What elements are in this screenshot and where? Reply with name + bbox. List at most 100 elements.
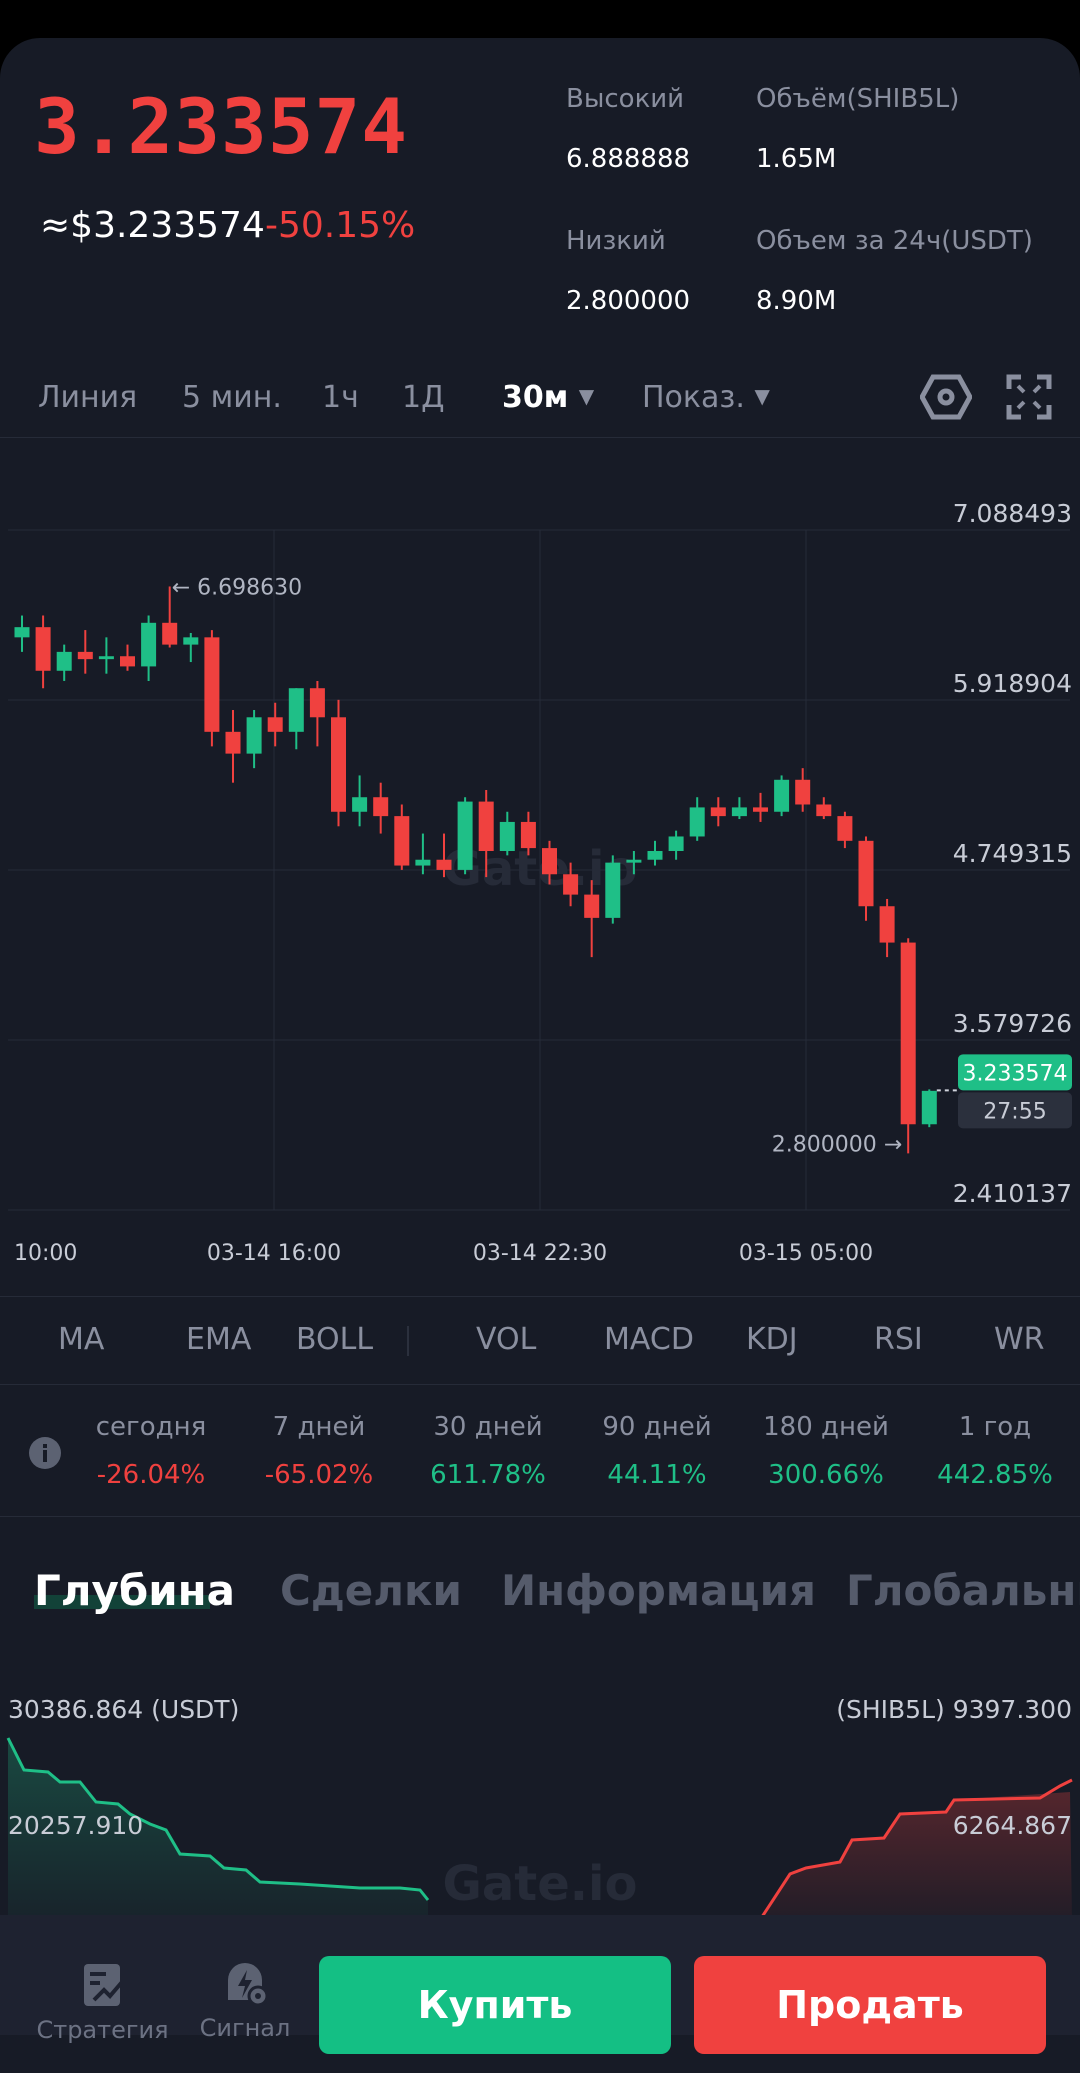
countdown-text: 27:55 [983,1099,1046,1124]
candle-body [478,801,494,852]
candle-body [331,717,346,812]
strategy-nav[interactable]: Стратегия [30,1960,175,2044]
approx-usd-price: ≈$3.233574 [40,205,265,246]
settings-hexagon-icon[interactable] [920,374,972,420]
indicator-boll[interactable]: BOLL [296,1322,374,1357]
signal-icon [228,1963,269,2007]
candle-body [457,801,473,870]
candle-body [563,874,579,895]
indicator-macd[interactable]: MACD [604,1322,694,1357]
x-tick-label: 03-14 22:30 [473,1241,607,1266]
period-1y-label: 1 год [958,1412,1032,1442]
candle-body [352,797,368,812]
y-tick-label: 4.749315 [953,839,1072,868]
candle-body [542,848,557,875]
candle-body [77,651,93,660]
candle-body [626,859,642,863]
ask-depth-line [758,1778,1073,1920]
y-tick-label: 3.579726 [953,1009,1072,1038]
period-180d-label: 180 дней [763,1412,889,1442]
y-axis-labels: 7.088493 5.918904 4.749315 3.579726 2.410137 [953,500,1072,1208]
indicators-dropdown[interactable]: Показ. ▼ [642,380,770,415]
x-tick-label: 10:00 [14,1241,77,1266]
timeframe-1d[interactable]: 1Д [402,380,445,415]
candle-body [288,688,304,732]
candle-body [858,840,874,907]
depth-right-top-label: (SHIB5L) 9397.300 [836,1695,1072,1724]
candlestick-chart[interactable]: Gate.io 7.088493 5.918904 4.749315 3.579726… [0,500,1080,1280]
period-7d-value: -65.02% [264,1460,374,1490]
indicator-kdj[interactable]: KDJ [746,1322,798,1357]
tab-trades[interactable]: Сделки [280,1566,462,1615]
timeframe-1h[interactable]: 1ч [322,380,359,415]
timeframe-line[interactable]: Линия [38,380,138,415]
x-tick-label: 03-15 05:00 [739,1241,873,1266]
timeframe-30m-label: 30м [502,380,569,415]
candle-body [753,807,768,812]
sell-button[interactable]: Продать [694,1956,1046,2054]
candle-body [668,836,684,852]
candle-body [14,627,30,638]
volume-24h-label: Объем за 24ч(USDT) [756,226,1033,256]
volume-value: 1.65M [756,144,837,174]
indicator-vol[interactable]: VOL [476,1322,537,1357]
timeframe-30m-dropdown[interactable]: 30м ▼ [502,380,594,415]
indicator-rsi[interactable]: RSI [874,1322,923,1357]
caret-down-icon: ▼ [754,384,770,408]
fullscreen-icon[interactable] [1006,374,1052,420]
indicator-ma[interactable]: MA [58,1322,105,1357]
period-180d-value: 300.66% [768,1460,884,1490]
strategy-icon [83,1964,124,2006]
candle-body [162,622,178,645]
candle-body [309,688,325,718]
tab-global[interactable]: Глобальны [846,1566,1080,1615]
tab-depth[interactable]: Глубина [34,1566,235,1615]
tab-depth-label: Глубина [34,1566,236,1615]
depth-watermark: Gate.io [443,1856,638,1912]
indicator-wr[interactable]: WR [994,1322,1045,1357]
period-1y-value: 442.85% [937,1460,1053,1490]
signal-nav[interactable]: Сигнал [190,1958,300,2042]
period-90d-value: 44.11% [607,1460,707,1490]
indicators-label: Показ. [642,380,745,415]
candle-body [499,821,515,852]
candle-body [795,779,811,805]
candle-body [204,637,220,732]
buy-button[interactable]: Купить [319,1956,671,2054]
countdown-tag [958,1092,1072,1129]
candle-body [837,816,853,841]
candle-body [731,807,747,817]
candles-group [14,586,937,1154]
indicator-ema[interactable]: EMA [186,1322,252,1357]
candle-body [710,807,726,817]
candle-body [689,807,705,837]
low-label: Низкий [566,226,666,256]
candle-body [373,797,389,817]
period-30d-label: 30 дней [433,1412,543,1442]
timeframe-5min[interactable]: 5 мин. [182,380,282,415]
info-icon[interactable] [28,1436,62,1470]
y-tick-label: 5.918904 [953,669,1072,698]
x-axis-labels: 10:00 03-14 16:00 03-14 22:30 03-15 05:00 [14,1241,873,1266]
indicator-separator [407,1326,409,1356]
candle-body [605,862,621,918]
y-tick-label: 7.088493 [953,500,1072,528]
candle-body [394,816,410,866]
candle-body [246,717,262,754]
high-value: 6.888888 [566,144,691,174]
candle-body [35,627,51,671]
candle-body [774,779,790,812]
candle-body [879,906,895,943]
signal-label: Сигнал [199,2014,291,2042]
period-today-label: сегодня [95,1412,207,1442]
candle-body [183,637,199,645]
period-30d-value: 611.78% [430,1460,546,1490]
period-7d-label: 7 дней [272,1412,366,1442]
volume-label: Объём(SHIB5L) [756,84,960,114]
candle-body [120,656,135,667]
period-90d-label: 90 дней [602,1412,712,1442]
depth-chart: Gate.io 30386.864 (USDT) 20257.910 (SHIB… [6,1695,1073,1920]
chart-watermark: Gate.io [443,841,638,897]
tab-information[interactable]: Информация [501,1566,816,1615]
x-tick-label: 03-14 16:00 [207,1241,341,1266]
